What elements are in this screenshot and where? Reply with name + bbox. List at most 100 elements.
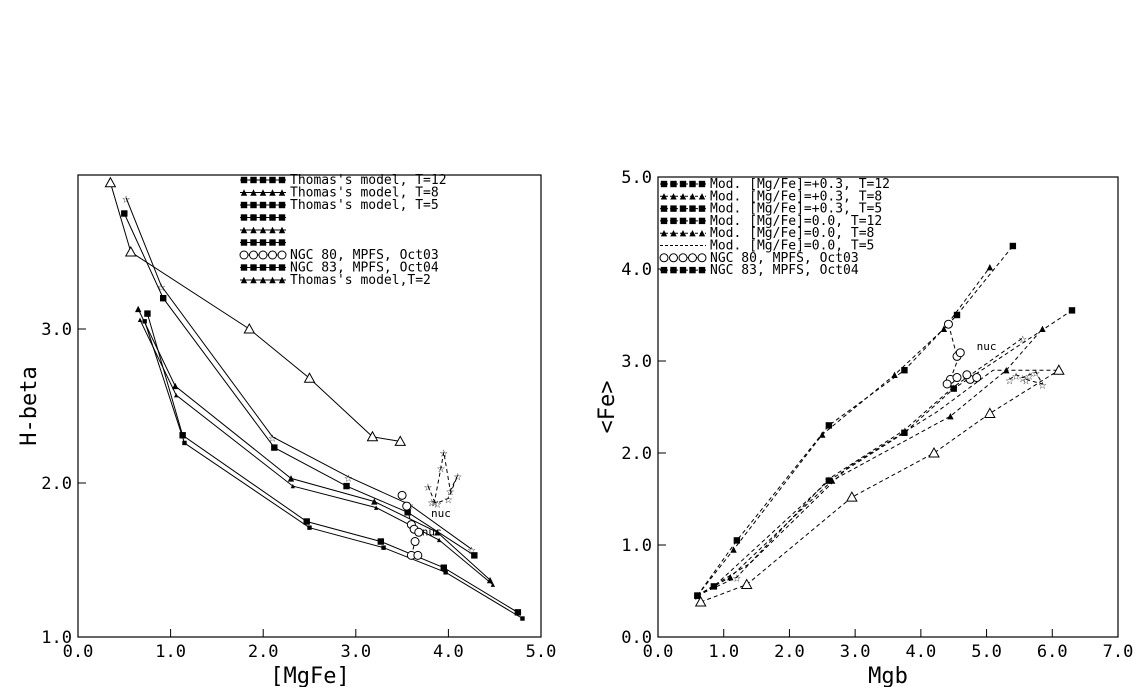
legend-marker [277, 250, 287, 260]
legend-marker [249, 250, 258, 260]
data-point: ☆ [1025, 368, 1034, 384]
data-point [271, 444, 278, 451]
data-point: ☆ [437, 461, 446, 477]
data-point [371, 498, 378, 505]
data-point: ☆ [344, 470, 353, 486]
series-line [427, 452, 459, 504]
plot-frame [657, 176, 1119, 638]
series-8: ☆☆☆☆☆☆☆ [1005, 365, 1047, 393]
legend-marker [240, 226, 248, 234]
legend-marker [660, 217, 668, 225]
series-5 [144, 310, 522, 616]
series-line [144, 321, 523, 619]
legend-marker [689, 230, 696, 237]
data-point [373, 505, 379, 510]
data-point [928, 446, 940, 458]
x-tick-label: 2.0 [248, 642, 279, 662]
legend-marker [689, 217, 696, 225]
legend-marker [250, 276, 257, 284]
data-point: ☆ [733, 570, 742, 586]
legend-entry: NGC 83, MPFS, Oct04 [240, 261, 439, 276]
legend-entry: Mod. [Mg/Fe]=+0.3, T=12 [660, 177, 890, 192]
legend-marker [670, 230, 677, 237]
data-point [303, 518, 310, 525]
data-point: ☆ [424, 479, 433, 495]
legend-marker [670, 180, 677, 188]
legend-marker [269, 276, 276, 284]
legend-marker [278, 201, 286, 209]
data-point [891, 371, 898, 378]
data-point [710, 583, 718, 590]
legend-marker [259, 214, 267, 221]
legend-label: NGC 80, MPFS, Oct03 [290, 248, 439, 263]
series-6 [142, 319, 525, 621]
data-point [173, 393, 179, 398]
data-point [972, 373, 982, 383]
series-0 [104, 176, 407, 446]
legend-marker [240, 176, 248, 184]
legend-marker [689, 205, 696, 212]
data-point [343, 482, 350, 490]
y-axis-title: H-beta [17, 366, 42, 445]
data-point [104, 176, 117, 188]
legend-marker [250, 239, 257, 246]
x-tick-label: 1.0 [708, 642, 739, 662]
data-point [1053, 364, 1065, 375]
data-point: ☆ [467, 542, 476, 558]
legend-marker [679, 217, 687, 225]
legend-marker [670, 266, 677, 274]
legend-marker [689, 193, 696, 200]
legend-marker [698, 217, 706, 225]
legend-marker [679, 266, 687, 274]
legend-label: NGC 83, MPFS, Oct04 [710, 263, 859, 278]
axis-ticks: 0.0 1.0 2.0 3.0 4.0 5.0 6.0 7.0 0.0 1.0 2.0 3.0 4.0 5… [621, 168, 1133, 662]
series-7 [397, 490, 424, 560]
legend-marker [670, 205, 677, 212]
legend-entry: Mod. [Mg/Fe]=0.0, T=8 [660, 226, 874, 241]
legend-marker [269, 239, 276, 246]
annotation-label: nuc [977, 340, 997, 353]
data-point [940, 325, 948, 332]
legend-marker [259, 201, 267, 209]
data-point [955, 348, 965, 358]
legend-label: NGC 83, MPFS, Oct04 [290, 261, 439, 276]
legend-marker [660, 266, 668, 274]
data-point [179, 432, 186, 439]
legend-entry: Mod. [Mg/Fe]=0.0, T=12 [660, 214, 882, 229]
series-3 [694, 307, 1076, 599]
series-8: ☆☆☆☆☆☆☆☆☆ [424, 445, 463, 512]
legend-marker [670, 193, 677, 200]
data-point [953, 311, 961, 319]
data-point [134, 305, 142, 313]
data-point [950, 385, 957, 392]
series-2 [121, 210, 478, 559]
legend-label: Mod. [Mg/Fe]=0.0, T=5 [710, 239, 874, 254]
data-point: ☆ [453, 468, 462, 484]
data-point: ☆ [122, 191, 131, 207]
data-point: ☆ [1018, 371, 1027, 387]
legend-marker [670, 217, 677, 225]
data-point [440, 564, 447, 571]
series-2: ☆☆☆☆☆☆ [693, 331, 1027, 605]
legend-marker [240, 201, 248, 209]
legend-marker [660, 205, 668, 212]
legend-label: Thomas's model, T=8 [290, 186, 439, 201]
legend-marker [250, 226, 257, 234]
data-point [144, 310, 151, 317]
x-tick-label: 0.0 [63, 642, 94, 662]
legend-marker [278, 226, 286, 234]
data-point [413, 550, 423, 560]
data-point [443, 570, 448, 575]
data-point [733, 537, 741, 544]
legend-marker [660, 193, 668, 200]
legend-marker [278, 189, 286, 196]
hbeta-vs-mgfe-chart: 0.0 1.0 2.0 3.0 4.0 5.01.02.03.0 ☆☆☆☆☆☆☆☆☆☆☆☆… [17, 173, 556, 687]
y-tick-label: 5.0 [621, 168, 652, 188]
x-tick-label: 2.0 [774, 642, 805, 662]
y-tick-label: 3.0 [41, 320, 72, 340]
x-tick-label: 4.0 [905, 642, 936, 662]
legend-entry: Mod. [Mg/Fe]=0.0, T=5 [660, 239, 874, 254]
data-point [514, 609, 522, 616]
